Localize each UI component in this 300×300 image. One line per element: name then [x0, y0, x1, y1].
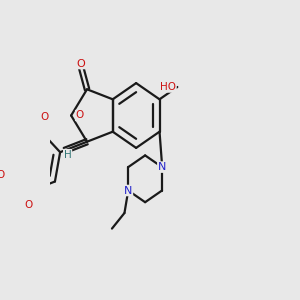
- Text: O: O: [76, 58, 85, 68]
- Text: HO: HO: [160, 82, 176, 92]
- Text: N: N: [124, 185, 132, 196]
- Text: O: O: [0, 170, 5, 180]
- Text: O: O: [24, 200, 33, 211]
- Text: O: O: [40, 112, 48, 122]
- Text: O: O: [76, 110, 84, 121]
- Text: H: H: [64, 150, 71, 160]
- Text: N: N: [158, 162, 166, 172]
